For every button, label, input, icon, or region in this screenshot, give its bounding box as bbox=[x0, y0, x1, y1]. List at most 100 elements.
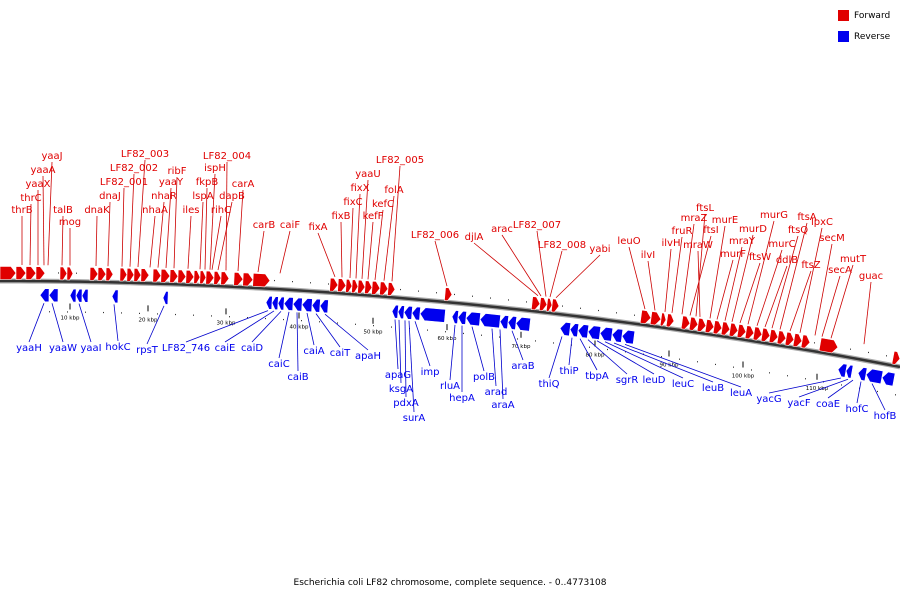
forward-gene-arrow[interactable] bbox=[550, 298, 560, 313]
forward-gene-arrow[interactable] bbox=[659, 312, 667, 327]
forward-gene-arrow[interactable] bbox=[545, 297, 553, 312]
forward-gene-arrow[interactable] bbox=[126, 267, 135, 282]
reverse-gene-arrow[interactable] bbox=[162, 291, 169, 305]
forward-gene-arrow[interactable] bbox=[379, 281, 389, 296]
reverse-gene-arrow[interactable] bbox=[271, 296, 279, 310]
reverse-gene-arrow[interactable] bbox=[39, 288, 50, 303]
forward-gene-arrow[interactable] bbox=[728, 322, 739, 337]
reverse-gene-arrow[interactable] bbox=[301, 298, 313, 313]
forward-gene-arrow[interactable] bbox=[792, 333, 803, 348]
forward-gene-arrow[interactable] bbox=[752, 326, 763, 341]
forward-gene-arrow[interactable] bbox=[0, 266, 17, 280]
reverse-gene-arrow[interactable] bbox=[621, 329, 636, 345]
reverse-gene-arrow[interactable] bbox=[391, 304, 399, 319]
forward-gene-arrow[interactable] bbox=[233, 271, 244, 286]
forward-gene-arrow[interactable] bbox=[818, 337, 839, 354]
forward-gene-arrow[interactable] bbox=[35, 266, 46, 280]
forward-gene-arrow[interactable] bbox=[169, 269, 179, 283]
forward-gene-arrow[interactable] bbox=[444, 287, 453, 302]
forward-gene-arrow[interactable] bbox=[89, 267, 99, 281]
reverse-gene-arrow[interactable] bbox=[881, 371, 896, 387]
reverse-gene-arrow[interactable] bbox=[465, 311, 481, 327]
forward-gene-arrow[interactable] bbox=[891, 350, 900, 365]
reverse-gene-arrow[interactable] bbox=[319, 299, 329, 314]
forward-gene-arrow[interactable] bbox=[712, 320, 723, 335]
forward-gene-arrow[interactable] bbox=[800, 334, 811, 349]
forward-gene-arrow[interactable] bbox=[387, 282, 396, 297]
forward-gene-arrow[interactable] bbox=[119, 267, 128, 282]
reverse-gene-arrow[interactable] bbox=[587, 325, 602, 340]
reverse-gene-arrow[interactable] bbox=[569, 323, 580, 338]
forward-gene-arrow[interactable] bbox=[649, 311, 662, 326]
forward-gene-arrow[interactable] bbox=[152, 268, 162, 283]
reverse-gene-arrow[interactable] bbox=[111, 289, 119, 304]
forward-gene-arrow[interactable] bbox=[776, 330, 787, 345]
reverse-gene-arrow[interactable] bbox=[599, 327, 614, 342]
forward-gene-arrow[interactable] bbox=[688, 316, 699, 331]
forward-gene-arrow[interactable] bbox=[15, 266, 27, 280]
forward-gene-arrow[interactable] bbox=[329, 277, 339, 292]
forward-gene-arrow[interactable] bbox=[538, 297, 548, 312]
forward-gene-arrow[interactable] bbox=[364, 280, 373, 295]
reverse-gene-arrow[interactable] bbox=[277, 296, 285, 311]
forward-gene-arrow[interactable] bbox=[140, 268, 150, 283]
forward-gene-arrow[interactable] bbox=[639, 309, 652, 324]
forward-gene-arrow[interactable] bbox=[665, 313, 675, 328]
forward-gene-arrow[interactable] bbox=[97, 267, 107, 281]
forward-gene-arrow[interactable] bbox=[720, 321, 731, 336]
reverse-gene-arrow[interactable] bbox=[311, 298, 321, 313]
reverse-gene-arrow[interactable] bbox=[845, 364, 854, 379]
reverse-gene-arrow[interactable] bbox=[69, 288, 77, 303]
forward-gene-arrow[interactable] bbox=[744, 325, 755, 340]
forward-gene-arrow[interactable] bbox=[736, 323, 747, 339]
reverse-gene-arrow[interactable] bbox=[75, 288, 83, 303]
forward-gene-arrow[interactable] bbox=[193, 270, 201, 284]
forward-gene-arrow[interactable] bbox=[784, 331, 795, 346]
forward-gene-arrow[interactable] bbox=[160, 268, 171, 283]
reverse-gene-arrow[interactable] bbox=[577, 324, 590, 339]
forward-gene-arrow[interactable] bbox=[185, 269, 195, 284]
reverse-gene-arrow[interactable] bbox=[499, 315, 509, 330]
reverse-gene-arrow[interactable] bbox=[515, 316, 532, 332]
forward-gene-arrow[interactable] bbox=[357, 279, 366, 294]
forward-gene-arrow[interactable] bbox=[337, 278, 347, 293]
forward-gene-arrow[interactable] bbox=[371, 280, 381, 295]
forward-gene-arrow[interactable] bbox=[177, 269, 187, 284]
forward-gene-arrow[interactable] bbox=[345, 278, 353, 293]
reverse-gene-arrow[interactable] bbox=[397, 305, 405, 320]
reverse-gene-arrow[interactable] bbox=[265, 295, 273, 310]
forward-gene-arrow[interactable] bbox=[59, 266, 68, 281]
forward-gene-arrow[interactable] bbox=[105, 267, 114, 282]
forward-gene-arrow[interactable] bbox=[213, 271, 222, 285]
reverse-gene-arrow[interactable] bbox=[411, 306, 421, 321]
forward-gene-arrow[interactable] bbox=[133, 268, 142, 282]
forward-gene-arrow[interactable] bbox=[205, 270, 215, 285]
forward-gene-arrow[interactable] bbox=[252, 272, 271, 288]
forward-gene-arrow[interactable] bbox=[704, 319, 715, 334]
forward-gene-arrow[interactable] bbox=[66, 266, 74, 281]
reverse-gene-arrow[interactable] bbox=[837, 363, 848, 378]
reverse-gene-arrow[interactable] bbox=[865, 368, 884, 385]
forward-gene-arrow[interactable] bbox=[768, 329, 779, 344]
reverse-gene-arrow[interactable] bbox=[479, 313, 501, 329]
forward-gene-arrow[interactable] bbox=[242, 272, 254, 287]
reverse-gene-arrow[interactable] bbox=[559, 322, 572, 337]
forward-gene-arrow[interactable] bbox=[199, 270, 207, 285]
forward-gene-arrow[interactable] bbox=[220, 271, 230, 286]
reverse-gene-arrow[interactable] bbox=[283, 297, 294, 311]
forward-gene-arrow[interactable] bbox=[530, 296, 541, 311]
reverse-gene-arrow[interactable] bbox=[507, 316, 518, 331]
forward-gene-arrow[interactable] bbox=[680, 315, 691, 330]
reverse-gene-arrow[interactable] bbox=[419, 307, 446, 323]
reverse-gene-arrow[interactable] bbox=[611, 328, 624, 343]
forward-gene-arrow[interactable] bbox=[760, 327, 771, 342]
reverse-gene-arrow[interactable] bbox=[48, 288, 59, 303]
forward-gene-arrow[interactable] bbox=[351, 279, 359, 294]
reverse-gene-arrow[interactable] bbox=[403, 305, 413, 320]
reverse-gene-arrow[interactable] bbox=[292, 297, 303, 312]
reverse-gene-arrow[interactable] bbox=[81, 288, 89, 303]
reverse-gene-arrow[interactable] bbox=[451, 310, 459, 325]
forward-gene-arrow[interactable] bbox=[696, 317, 707, 332]
reverse-gene-arrow[interactable] bbox=[857, 367, 868, 382]
forward-gene-arrow[interactable] bbox=[25, 266, 37, 280]
